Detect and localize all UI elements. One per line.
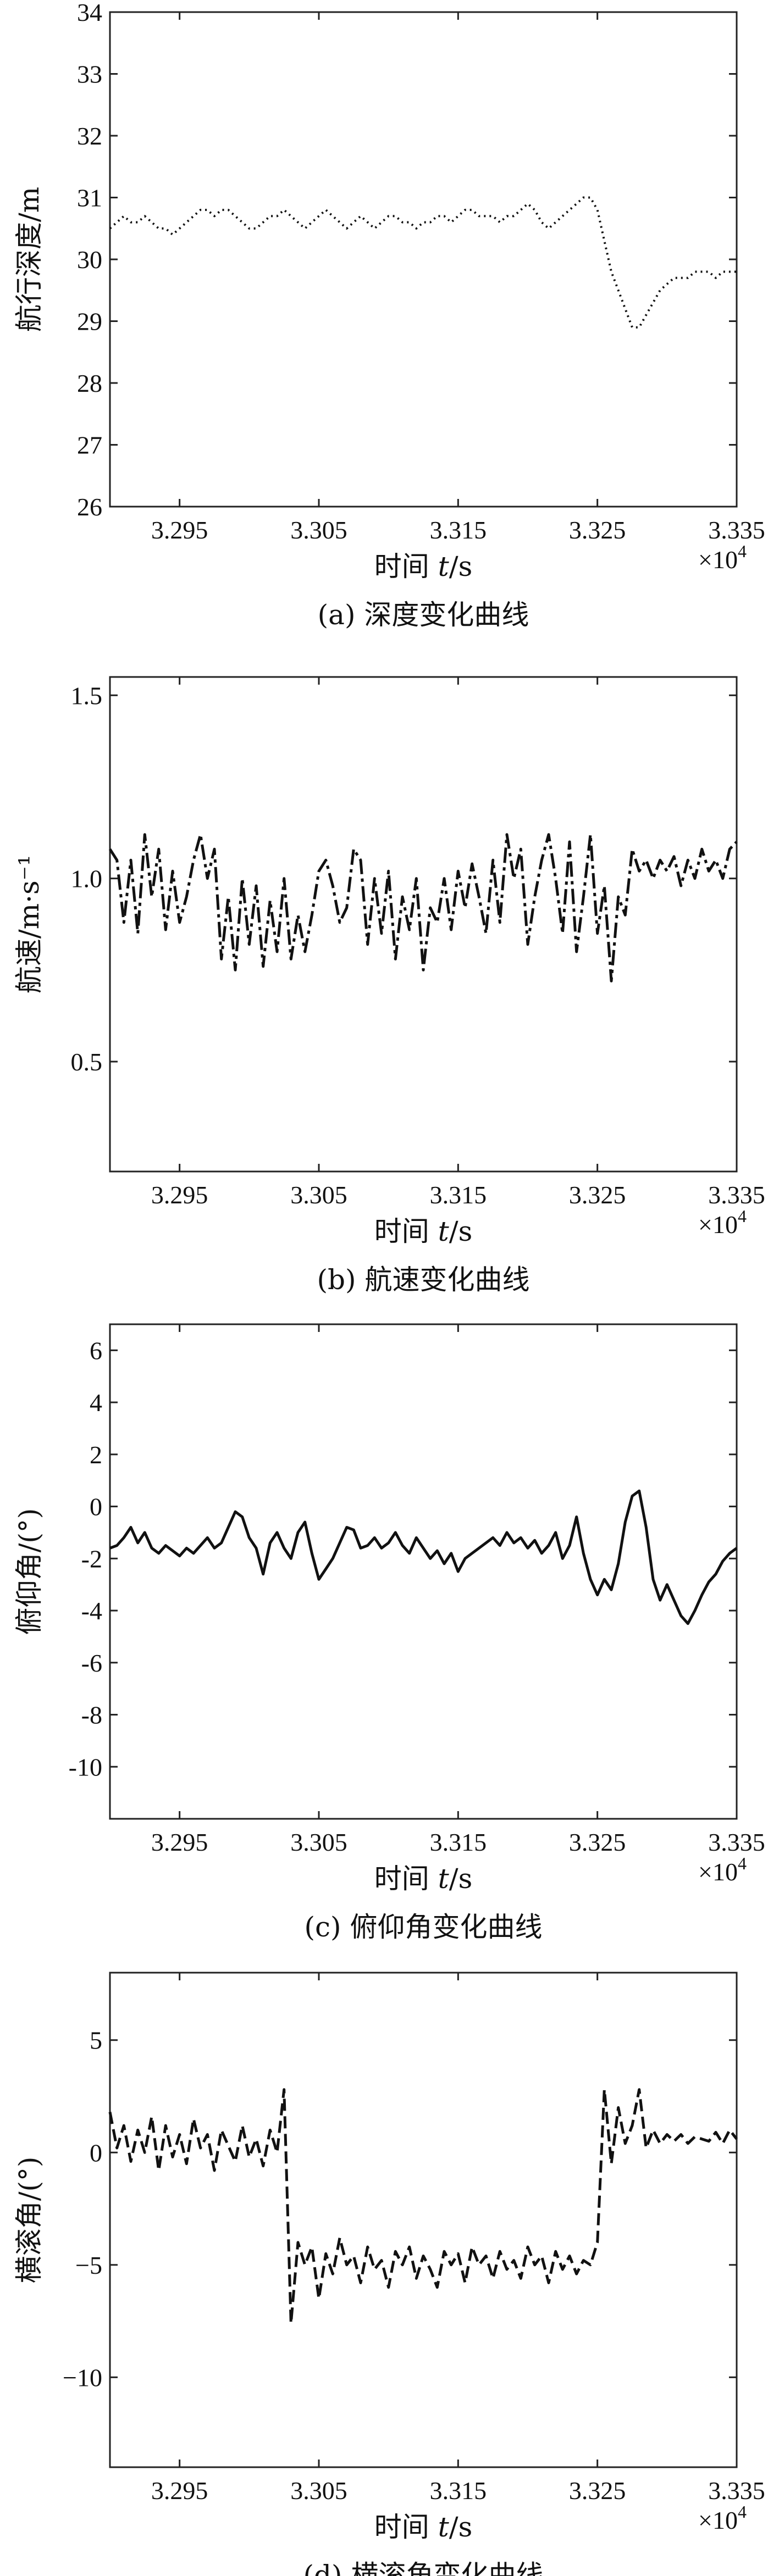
x-tick-label: 3.295 <box>151 2477 208 2505</box>
x-tick-label: 3.335 <box>708 516 765 544</box>
x-tick-label: 3.325 <box>569 2477 626 2505</box>
series-line <box>108 833 738 982</box>
plot-frame <box>109 11 738 508</box>
y-tick-label: 0.5 <box>71 1048 103 1076</box>
series-line <box>109 1489 738 1625</box>
x-tick-label: 3.295 <box>151 1181 208 1209</box>
x-tick-label: 3.305 <box>290 1181 347 1209</box>
x-tick-label: 3.315 <box>430 516 487 544</box>
y-tick-label: -10 <box>69 1753 102 1781</box>
y-tick-label: 5 <box>90 2027 102 2055</box>
y-axis-label: 俯仰角/(°) <box>13 1508 45 1635</box>
x-multiplier-exponent: 4 <box>738 2502 747 2522</box>
y-tick-label: 30 <box>77 246 102 274</box>
y-tick-label: 26 <box>77 493 102 521</box>
y-tick-label: -4 <box>81 1597 102 1625</box>
chart-panel-3: −10 −5 0 5 3.295 3.305 3.315 3.325 3.335×104 时间 t… <box>13 1972 765 2576</box>
x-tick-label: 3.315 <box>430 1181 487 1209</box>
y-axis-label: 航行深度/m <box>13 187 45 332</box>
y-axis-label: 航速/m·s⁻¹ <box>13 855 45 993</box>
y-tick-label: 31 <box>77 184 102 212</box>
y-tick-label: 4 <box>90 1389 102 1417</box>
chart-caption: (a) 深度变化曲线 <box>318 599 529 631</box>
chart-caption: (c) 俯仰角变化曲线 <box>305 1911 543 1943</box>
x-tick-label: 3.335 <box>708 1181 765 1209</box>
x-tick-label: 3.325 <box>569 1181 626 1209</box>
y-tick-label: 2 <box>90 1441 102 1469</box>
x-axis-label: 时间 t/s <box>374 1215 473 1247</box>
chart-panel-2: -10 -8 -6 -4 -2 0 2 4 6 3.295 3.305 3.315 3.325 3.335… <box>13 1323 765 1943</box>
y-tick-label: 1.0 <box>71 865 103 893</box>
x-multiplier: ×104 <box>698 541 747 574</box>
y-tick-label: -8 <box>81 1701 102 1729</box>
series-line <box>108 2088 738 2325</box>
chart-caption: (b) 航速变化曲线 <box>317 1264 530 1296</box>
y-tick-label: −5 <box>75 2251 102 2279</box>
plot-frame <box>109 1323 738 1820</box>
plot-frame <box>109 1972 738 2468</box>
x-tick-label: 3.335 <box>708 2477 765 2505</box>
y-tick-label: 29 <box>77 308 102 336</box>
x-multiplier-exponent: 4 <box>738 1853 747 1873</box>
series-line <box>109 196 737 329</box>
x-multiplier: ×104 <box>698 2502 747 2534</box>
chart-panel-0: 26 27 28 29 30 31 32 33 34 3.295 3.305 3.315 3.325 3.… <box>13 0 765 631</box>
chart-panel-1: 0.5 1.0 1.5 3.295 3.305 3.315 3.325 3.335×104 时间… <box>13 676 765 1296</box>
y-tick-label: 28 <box>77 369 102 397</box>
x-tick-label: 3.325 <box>569 516 626 544</box>
y-tick-label: 27 <box>77 431 102 459</box>
y-tick-label: 34 <box>77 0 102 26</box>
y-tick-label: 6 <box>90 1336 102 1364</box>
x-tick-label: 3.335 <box>708 1828 765 1856</box>
x-tick-label: 3.295 <box>151 516 208 544</box>
y-tick-label: −10 <box>63 2363 102 2391</box>
plot-frame <box>109 676 738 1173</box>
x-multiplier-exponent: 4 <box>738 541 747 561</box>
x-axis-label: 时间 t/s <box>374 2511 473 2543</box>
x-tick-label: 3.305 <box>290 516 347 544</box>
x-axis-label: 时间 t/s <box>374 1863 473 1895</box>
y-tick-label: -6 <box>81 1649 102 1677</box>
chart-caption: (d) 横滚角变化曲线 <box>303 2560 544 2576</box>
y-tick-label: 1.5 <box>71 681 103 709</box>
x-tick-label: 3.295 <box>151 1828 208 1856</box>
x-tick-label: 3.325 <box>569 1828 626 1856</box>
y-tick-label: 0 <box>90 1493 102 1521</box>
y-tick-label: 32 <box>77 122 102 150</box>
x-tick-label: 3.315 <box>430 1828 487 1856</box>
y-tick-label: -2 <box>81 1545 102 1573</box>
y-axis-label: 横滚角/(°) <box>13 2157 45 2284</box>
x-tick-label: 3.315 <box>430 2477 487 2505</box>
x-multiplier: ×104 <box>698 1206 747 1239</box>
x-multiplier: ×104 <box>698 1853 747 1886</box>
x-multiplier-exponent: 4 <box>738 1206 747 1226</box>
x-tick-label: 3.305 <box>290 2477 347 2505</box>
x-tick-label: 3.305 <box>290 1828 347 1856</box>
y-tick-label: 0 <box>90 2139 102 2167</box>
y-tick-label: 33 <box>77 60 102 88</box>
x-axis-label: 时间 t/s <box>374 551 473 582</box>
